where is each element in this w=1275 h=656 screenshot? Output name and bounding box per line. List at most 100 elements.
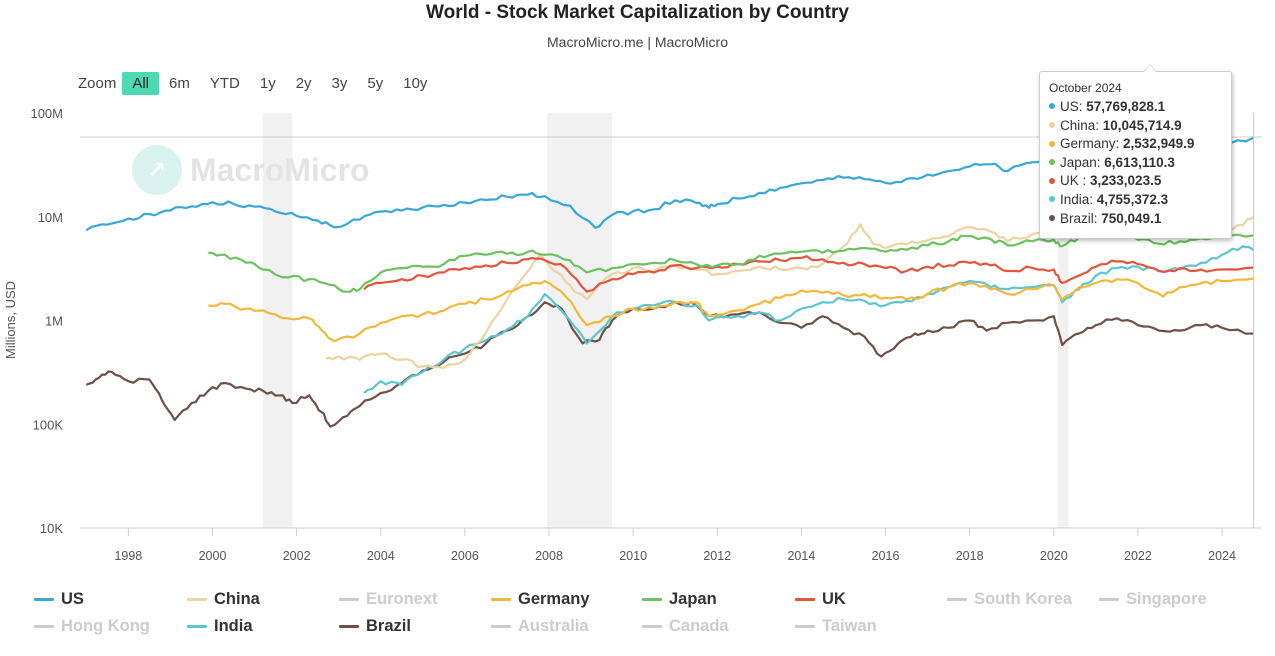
legend-label: Brazil	[366, 617, 411, 635]
legend-label: Canada	[669, 617, 729, 635]
legend-item-taiwan[interactable]: Taiwan	[795, 617, 877, 636]
tooltip-value: 10,045,714.9	[1102, 117, 1182, 133]
tooltip-label: Germany:	[1060, 136, 1124, 152]
tooltip-value: 4,755,372.3	[1096, 191, 1169, 207]
legend-item-india[interactable]: India	[187, 617, 253, 636]
tooltip-dot-icon	[1049, 196, 1055, 203]
legend-item-brazil[interactable]: Brazil	[339, 617, 411, 636]
x-tick-label: 2018	[956, 549, 984, 563]
legend-swatch-icon	[1099, 598, 1119, 601]
tooltip-row: China: 10,045,714.9	[1049, 117, 1222, 136]
legend-label: Australia	[518, 617, 589, 635]
legend-swatch-icon	[187, 598, 207, 601]
tooltip-row: Germany: 2,532,949.9	[1049, 135, 1222, 154]
legend-item-hong-kong[interactable]: Hong Kong	[34, 617, 150, 636]
legend-label: Germany	[518, 590, 590, 608]
legend-item-canada[interactable]: Canada	[642, 617, 729, 636]
series-line-india	[363, 245, 1255, 394]
recession-band-0	[262, 113, 293, 528]
y-axis-ticks: 10K 100K 1M 10M 100M	[30, 106, 63, 536]
y-tick-label: 10M	[38, 210, 63, 225]
x-axis: 1998 2000 2002 2004 2006 2008 2010 2012 2014 2016…	[80, 527, 1262, 563]
zoom-label: Zoom	[78, 74, 117, 92]
legend: US China Euronext Germany Japan UK South Korea…	[0, 586, 1275, 646]
zoom-bar: Zoom All 6m YTD 1y 2y 3y 5y 10y	[78, 70, 437, 96]
legend-item-china[interactable]: China	[187, 590, 260, 609]
zoom-button-6m[interactable]: 6m	[169, 74, 190, 92]
y-tick-label: 10K	[40, 521, 63, 536]
tooltip-date: October 2024	[1049, 81, 1122, 95]
x-tick-label: 2022	[1124, 549, 1152, 563]
legend-label: Singapore	[1126, 590, 1207, 608]
zoom-button-2y[interactable]: 2y	[295, 74, 312, 92]
tooltip-dot-icon	[1049, 215, 1055, 221]
legend-label: Hong Kong	[61, 617, 150, 635]
chart-title: World - Stock Market Capitalization by C…	[426, 2, 849, 23]
legend-swatch-icon	[947, 598, 967, 601]
series-line-uk	[363, 255, 1254, 293]
tooltip-row: India: 4,755,372.3	[1049, 191, 1222, 210]
chart-subtitle: MacroMicro.me | MacroMicro	[547, 34, 728, 50]
tooltip-row: Brazil: 750,049.1	[1049, 210, 1222, 229]
legend-swatch-icon	[339, 625, 359, 628]
legend-swatch-icon	[642, 625, 662, 628]
legend-item-south-korea[interactable]: South Korea	[947, 590, 1072, 609]
recession-band-2	[1057, 113, 1069, 528]
legend-item-uk[interactable]: UK	[795, 590, 846, 609]
tooltip-row: US: 57,769,828.1	[1049, 98, 1222, 117]
legend-swatch-icon	[187, 625, 207, 628]
tooltip-arrow-fill	[1144, 65, 1156, 72]
x-tick-label: 2004	[367, 549, 395, 563]
legend-swatch-icon	[34, 625, 54, 628]
tooltip-label: Brazil:	[1060, 210, 1102, 226]
tooltip-dot-icon	[1049, 103, 1055, 110]
x-tick-label: 2000	[199, 549, 227, 563]
x-tick-label: 2020	[1040, 549, 1068, 563]
tooltip-dot-icon	[1049, 122, 1055, 129]
series-line-germany	[208, 277, 1254, 343]
y-tick-label: 100M	[30, 106, 63, 121]
legend-label: Euronext	[366, 590, 438, 608]
legend-label: South Korea	[974, 590, 1073, 608]
tooltip-dot-icon	[1049, 159, 1055, 166]
watermark-logo-icon: ↗	[132, 145, 182, 195]
legend-item-us[interactable]: US	[34, 590, 84, 609]
legend-label: UK	[822, 590, 846, 608]
tooltip-value: 57,769,828.1	[1086, 99, 1166, 114]
legend-item-singapore[interactable]: Singapore	[1099, 590, 1207, 609]
tooltip-value: 6,613,110.3	[1104, 154, 1175, 170]
tooltip: October 2024 US: 57,769,828.1 China: 10,0…	[1039, 71, 1232, 239]
legend-item-euronext[interactable]: Euronext	[339, 590, 438, 609]
legend-label: Taiwan	[822, 617, 877, 635]
zoom-button-all[interactable]: All	[122, 71, 160, 95]
legend-swatch-icon	[642, 598, 662, 601]
x-tick-label: 2008	[535, 549, 563, 563]
legend-item-japan[interactable]: Japan	[642, 590, 717, 609]
series-line-brazil	[85, 301, 1254, 428]
tooltip-label: India:	[1060, 191, 1097, 207]
legend-label: Japan	[669, 590, 717, 608]
tooltip-label: Japan:	[1060, 154, 1105, 170]
x-tick-label: 2014	[787, 549, 815, 563]
legend-label: US	[61, 590, 84, 608]
zoom-button-3y[interactable]: 3y	[331, 74, 348, 92]
legend-item-germany[interactable]: Germany	[491, 590, 590, 609]
y-axis-label: Millions, USD	[3, 281, 18, 359]
tooltip-label: US:	[1060, 99, 1087, 114]
zoom-button-1y[interactable]: 1y	[259, 74, 276, 92]
legend-item-australia[interactable]: Australia	[491, 617, 589, 636]
legend-label: China	[214, 590, 260, 608]
x-tick-label: 2024	[1208, 549, 1236, 563]
tooltip-dot-icon	[1049, 140, 1055, 147]
zoom-button-5y[interactable]: 5y	[367, 74, 384, 92]
tooltip-row: UK : 3,233,023.5	[1049, 172, 1222, 191]
zoom-button-ytd[interactable]: YTD	[209, 74, 240, 92]
legend-swatch-icon	[491, 598, 511, 601]
y-tick-label: 1M	[45, 314, 63, 329]
x-tick-label: 2006	[451, 549, 479, 563]
zoom-button-10y[interactable]: 10y	[403, 74, 428, 92]
y-tick-label: 100K	[33, 417, 64, 432]
recession-bands	[262, 113, 1069, 528]
chart-canvas: 10K 100K 1M 10M 100M 1998 2000 2002 2004 2006 200…	[3, 106, 1262, 563]
legend-swatch-icon	[339, 598, 359, 601]
